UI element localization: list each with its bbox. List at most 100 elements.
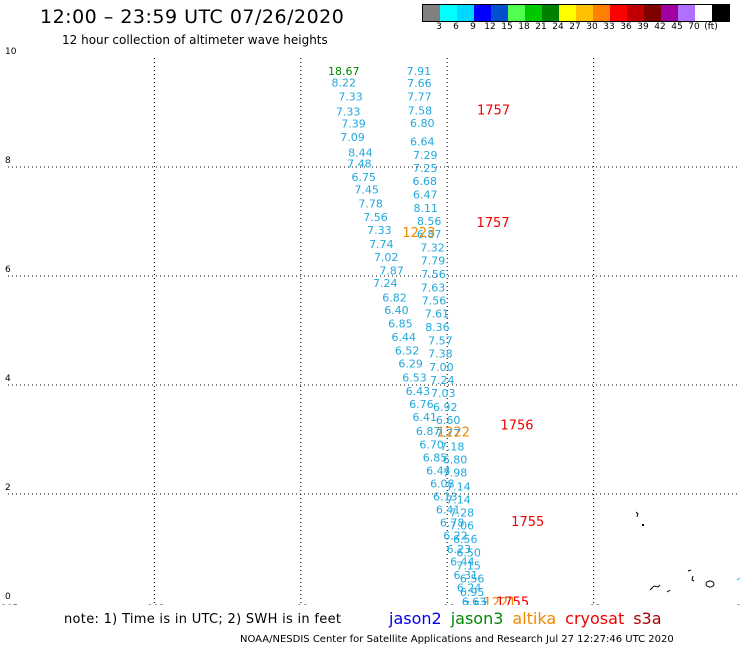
swh-value-label: 6.41 [436,503,461,516]
lat-tick-label: 2 [5,483,11,493]
lon-tick-label: -99 [293,604,308,605]
lon-tick-label: -102 [144,604,164,605]
swh-value-label: 7.56 [422,295,447,308]
swh-value-label: 7.91 [407,65,432,78]
color-scale-label: 15 [501,22,513,32]
color-scale-swatch [576,5,593,21]
swh-value-label: 7.24 [430,374,455,387]
swh-value-label: 6.92 [433,401,458,414]
swh-value-label: 6.63 [462,595,487,605]
swh-value-label: 7.29 [413,149,438,162]
island-outline [687,569,692,572]
swh-value-label: 7.33 [367,224,392,237]
color-scale-swatch [559,5,576,21]
swh-value-label: 7.32 [420,242,445,255]
swh-value-label: 7.25 [413,162,438,175]
swh-value-label: 7.48 [347,158,372,171]
swh-value-label: 7.61 [425,308,450,321]
lon-tick-label: -93 [586,604,601,605]
time-label: 1757 [477,216,510,231]
satellite-legend: jason2 jason3 altika cryosat s3a [389,609,671,628]
swh-value-label: 6.24 [457,582,482,595]
swh-value-label: 8.11 [413,202,438,215]
time-label: 1756 [500,418,533,433]
swh-value-label: 7.87 [379,265,404,278]
swh-value-label: 6.78 [440,516,465,529]
color-scale-label: 30 [586,22,598,32]
island-outline [705,580,715,588]
time-label: 1223 [402,226,435,241]
lon-tick-label: -90 [733,604,740,605]
map-subtitle: 12 hour collection of altimeter wave hei… [62,33,328,47]
swh-value-label: 6.47 [413,188,438,201]
swh-value-label: 6.40 [384,304,409,317]
color-scale-label: 36 [620,22,632,32]
swh-value-label: 6.87 [416,425,441,438]
swh-value-label: 7.57 [463,599,488,605]
swh-value-label: 7.18 [440,441,465,454]
island-outline [666,589,671,593]
swh-value-label: 7.02 [374,251,399,264]
swh-value-label: 7.06 [450,520,475,533]
swh-value-label: 7.33 [336,105,361,118]
swh-value-label: 6.29 [398,358,423,371]
swh-value-label: 7.66 [407,77,432,90]
swh-value-label: 7.77 [407,91,432,104]
legend-item-cryosat: cryosat [565,609,625,628]
color-scale-label: 3 [436,22,442,32]
swh-value-label: 7.56 [421,268,446,281]
lat-tick-label: 4 [5,374,11,384]
color-scale-swatch [542,5,559,21]
swh-value-label: 7.39 [341,117,366,130]
swh-value-label: 6.68 [413,175,438,188]
color-scale-label: 39 [637,22,649,32]
color-scale-swatch [678,5,695,21]
swh-value-label: 7.45 [354,183,379,196]
lat-tick-label: 0 [5,592,11,602]
legend-item-s3a: s3a [633,609,662,628]
color-scale-label: 12 [484,22,496,32]
color-scale-label: 70 [688,22,700,32]
legend-item-jason3: jason3 [450,609,504,628]
swh-value-label: 6.75 [352,171,377,184]
color-scale-swatch [423,5,440,21]
time-label: 1221 [483,596,516,605]
swh-value-label: 6.80 [443,454,468,467]
swh-value-label: 7.38 [428,347,453,360]
swh-value-label: 6.87 [417,228,442,241]
swh-value-label: 7.14 [446,493,471,506]
color-scale-label: 24 [552,22,564,32]
color-scale-label: 27 [569,22,581,32]
color-scale-label: 9 [470,22,476,32]
lon-tick-label: -105 [0,604,18,605]
lat-tick-label: 6 [5,265,11,275]
swh-value-label: 7.00 [429,361,454,374]
altimeter-map: -105-102-99-96-93-900246810 18.678.227.3… [0,47,740,605]
color-scale-swatch [593,5,610,21]
swh-value-label: 6.53 [402,371,427,384]
color-scale-swatch [525,5,542,21]
swh-value-label: 6.44 [450,556,475,569]
axis-tick-labels: -105 -102 -99 -96 -93 -90 0 2 4 6 8 10 [0,47,740,605]
swh-value-label: 18.67 [328,65,360,78]
swh-value-label: 6.08 [430,478,455,491]
swh-value-label: 6.23 [447,543,472,556]
swh-value-label: 6.60 [436,414,461,427]
legend-item-jason2: jason2 [389,609,442,628]
swh-value-label: 7.63 [421,281,446,294]
color-scale-swatch [440,5,457,21]
swh-value-label: 6.85 [388,317,413,330]
swh-value-label: 7.33 [338,91,363,104]
swh-value-label: 6.22 [443,529,468,542]
map-title: 12:00 – 23:59 UTC 07/26/2020 [40,6,345,28]
swh-value-label: 6.64 [410,135,435,148]
swh-value-label: 7.58 [408,104,433,117]
swh-value-label: 6.82 [382,291,407,304]
swh-value-label: 6.13 [433,491,458,504]
swh-value-label: 6.50 [456,546,481,559]
swh-value-label: 6.80 [410,117,435,130]
color-scale-swatch [661,5,678,21]
swh-value-label: 6.44 [392,331,417,344]
swh-value-label: 7.57 [428,334,453,347]
swh-value-label: 7.14 [446,480,471,493]
